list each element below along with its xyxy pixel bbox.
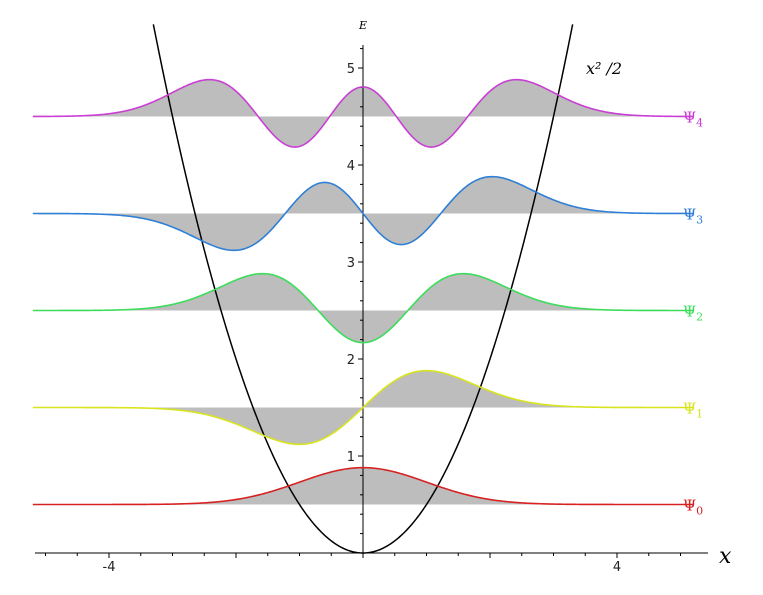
x-tick-label: -4 (103, 560, 116, 575)
series-label-4: Ψ4 (683, 109, 703, 130)
e-tick-label: 4 (347, 159, 355, 174)
wavefunction-curve-1 (32, 369, 694, 446)
x-tick-label: 4 (613, 560, 621, 575)
potential-curve (152, 24, 574, 554)
potential-layer: x² /2 (152, 24, 622, 554)
series-label-0: Ψ0 (683, 497, 703, 518)
wavefunction-curve-2 (32, 272, 694, 344)
e-tick-label: 5 (347, 62, 355, 77)
e-tick-label: 3 (347, 256, 355, 271)
wavefunction-curve-layer (32, 78, 694, 506)
axes: -4 4 1 2 3 4 5 x E (35, 19, 732, 575)
wavefunction-curve-0 (32, 466, 694, 506)
series-label-1: Ψ1 (683, 400, 703, 421)
series-label-2: Ψ2 (683, 303, 703, 324)
potential-label: x² /2 (586, 59, 622, 78)
label-layer: Ψ0 Ψ1 Ψ2 Ψ3 Ψ4 (683, 109, 703, 518)
wavefunction-curve-4 (32, 78, 694, 148)
e-tick-label: 1 (347, 450, 355, 465)
x-axis-title: x (719, 544, 732, 569)
wavefunction-curve-3 (32, 175, 694, 252)
series-label-3: Ψ3 (683, 206, 703, 227)
e-axis-title: E (358, 19, 367, 32)
e-tick-label: 2 (347, 353, 355, 368)
